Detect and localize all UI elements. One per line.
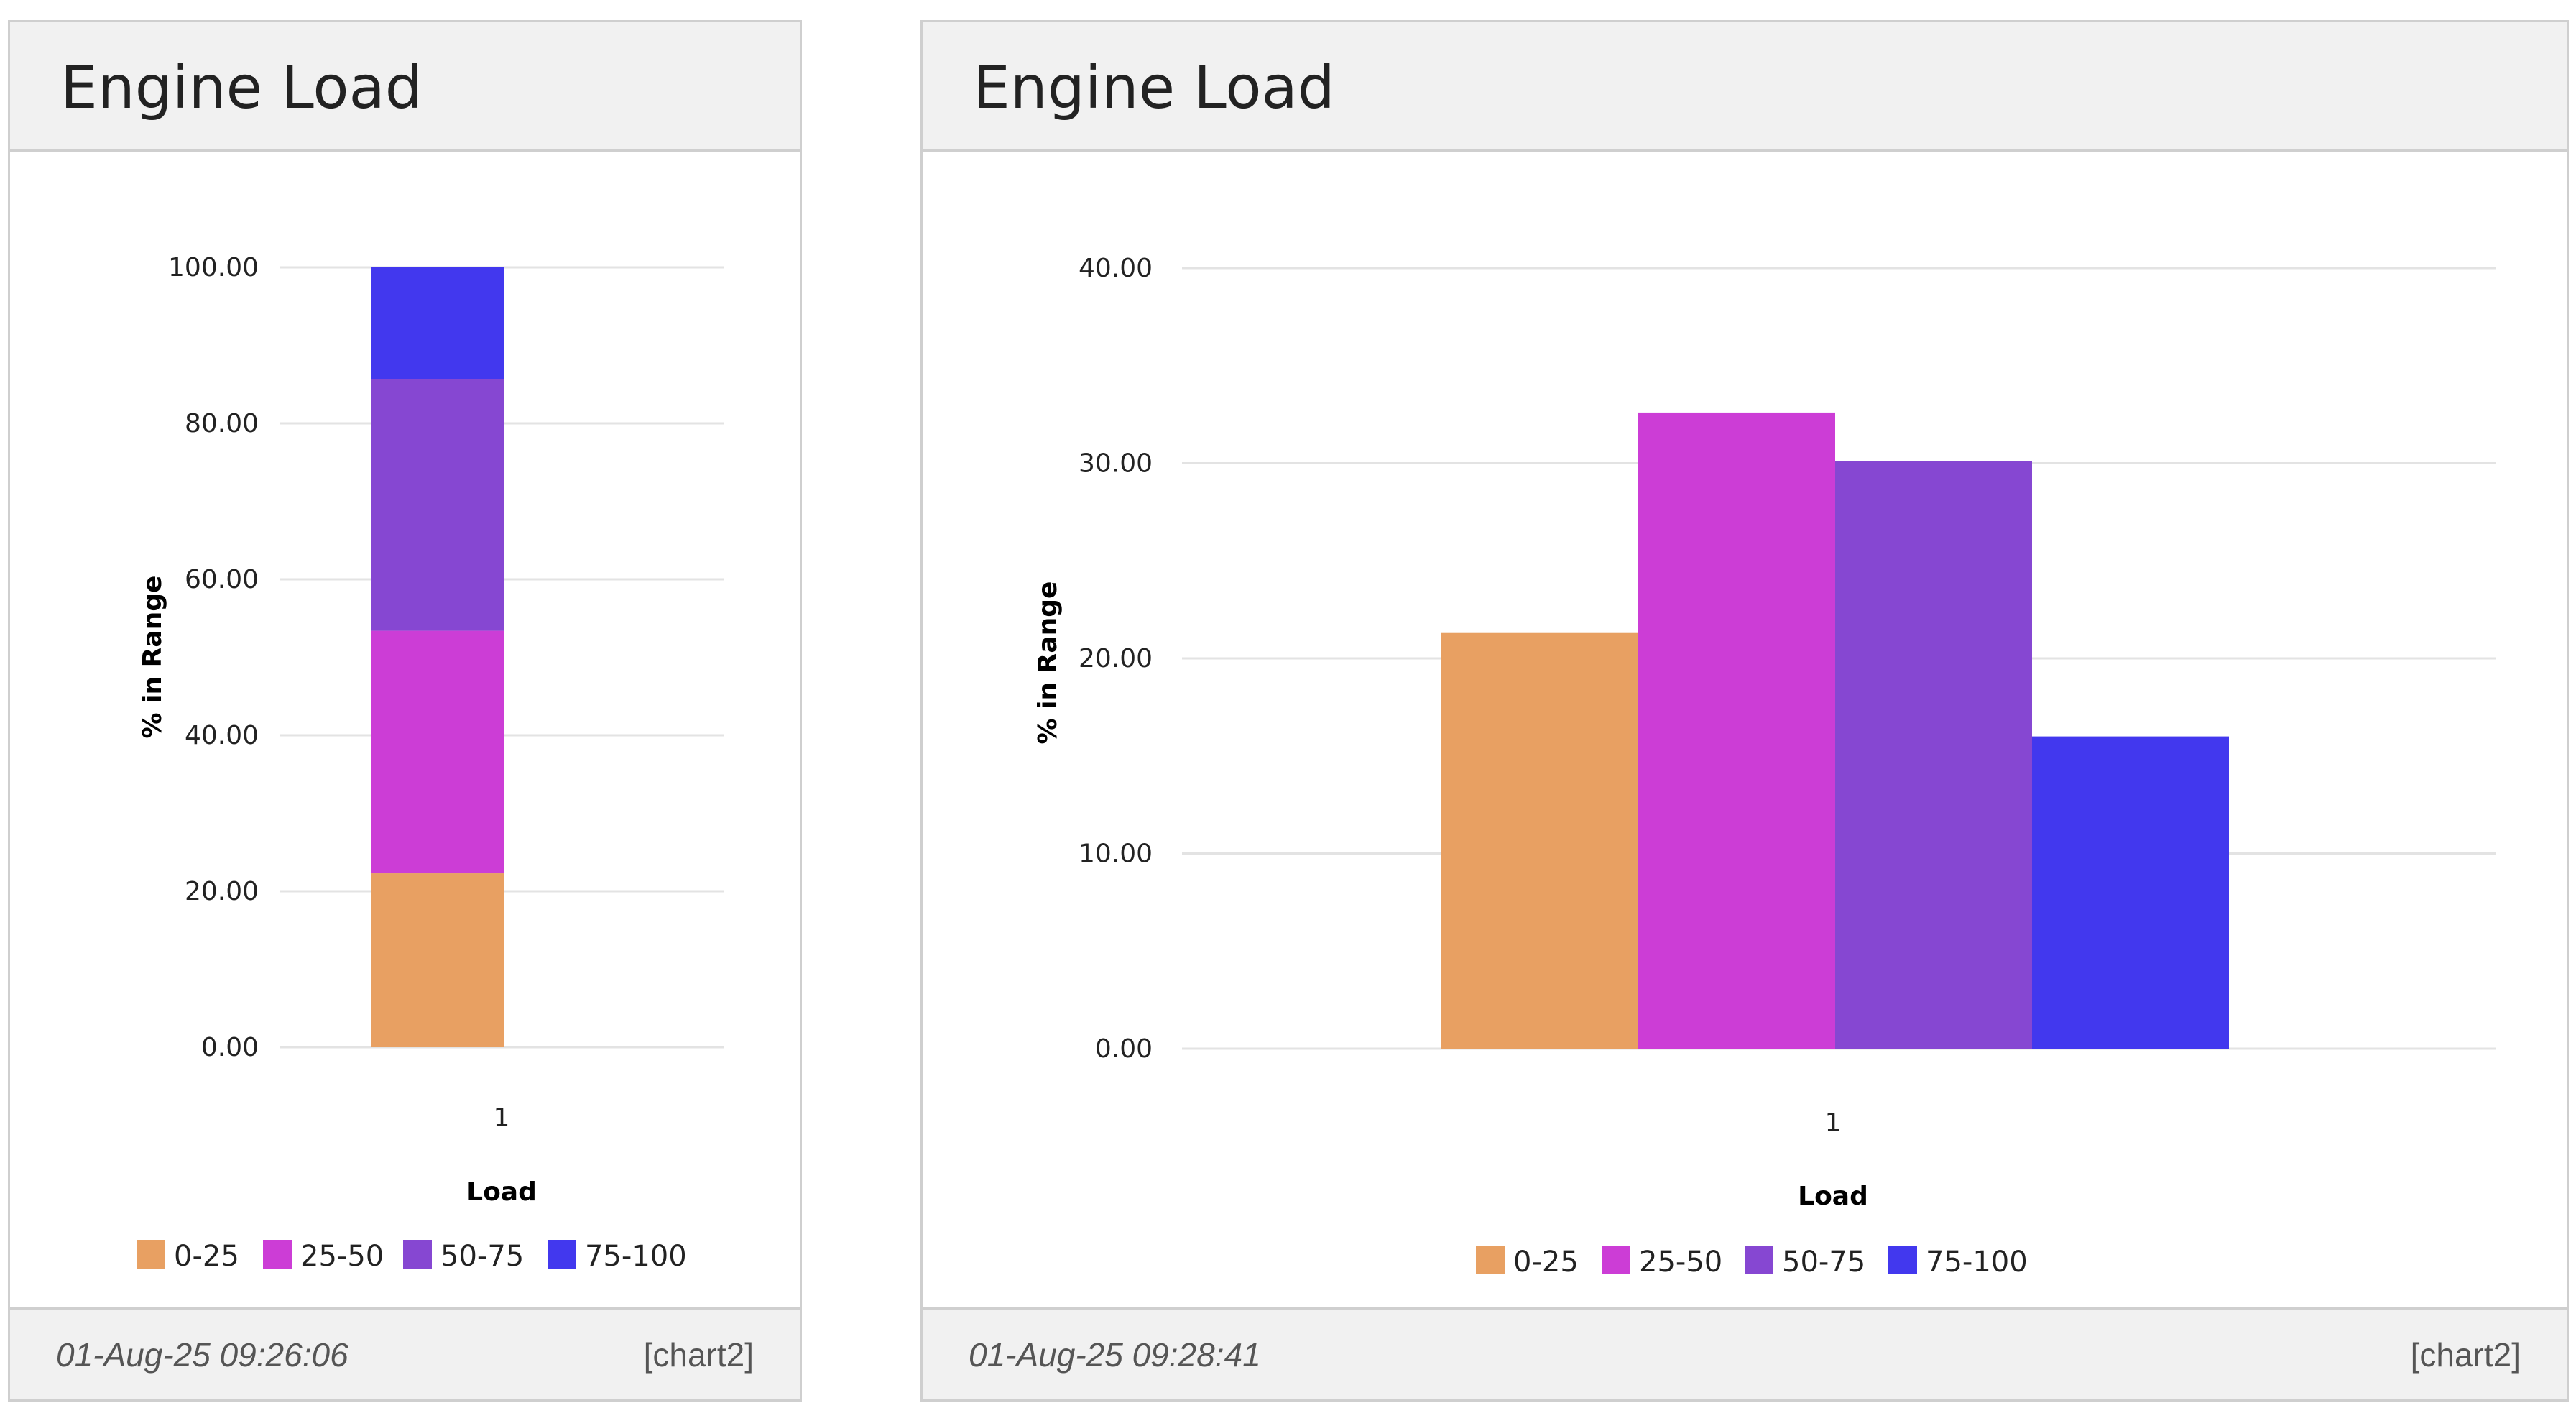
- panel-footer: 01-Aug-25 09:28:41 [chart2]: [923, 1307, 2567, 1399]
- x-tick-label: 1: [494, 1103, 510, 1133]
- legend-swatch-75-100: [548, 1240, 576, 1269]
- bar-25-50: [371, 630, 504, 874]
- footer-timestamp: 01-Aug-25 09:26:06: [56, 1336, 348, 1374]
- legend-label-25-50: 25-50: [300, 1240, 384, 1273]
- stacked-bar-chart: 0.00 20.00 40.00 60.00 80.00 100.00 1 Load % in …: [137, 253, 724, 1273]
- y-tick-label: 30.00: [1079, 449, 1153, 479]
- legend-swatch-25-50: [1602, 1246, 1630, 1274]
- legend-label-0-25: 0-25: [174, 1240, 239, 1273]
- y-tick-label: 0.00: [201, 1033, 259, 1062]
- legend-swatch-50-75: [1745, 1246, 1773, 1274]
- bar-25-50: [1638, 412, 1835, 1049]
- footer-chart-ref[interactable]: [chart2]: [2410, 1336, 2521, 1374]
- bar-0-25: [371, 873, 504, 1047]
- y-tick-label: 60.00: [185, 565, 259, 594]
- chart-panel-grouped: Engine Load 0.00 10.00 20.00 30.00 40.00 1 Loa…: [920, 20, 2569, 1402]
- bar-50-75: [1835, 461, 2032, 1049]
- legend-label-25-50: 25-50: [1639, 1246, 1722, 1279]
- legend-swatch-0-25: [1476, 1246, 1505, 1274]
- legend-label-50-75: 50-75: [440, 1240, 524, 1273]
- x-axis-title: Load: [466, 1177, 537, 1207]
- grouped-bar-chart: 0.00 10.00 20.00 30.00 40.00 1 Load % in Range 0…: [1033, 254, 2496, 1279]
- panel-header: Engine Load: [923, 22, 2567, 152]
- y-tick-label: 20.00: [1079, 644, 1153, 673]
- y-tick-label: 40.00: [1079, 254, 1153, 283]
- legend-swatch-0-25: [137, 1240, 165, 1269]
- footer-chart-ref[interactable]: [chart2]: [643, 1336, 754, 1374]
- legend-swatch-75-100: [1888, 1246, 1917, 1274]
- legend-swatch-25-50: [263, 1240, 292, 1269]
- y-tick-label: 80.00: [185, 409, 259, 438]
- panel-footer: 01-Aug-25 09:26:06 [chart2]: [10, 1307, 800, 1399]
- y-tick-label: 100.00: [168, 253, 259, 282]
- legend-label-75-100: 75-100: [1926, 1246, 2028, 1279]
- legend-label-50-75: 50-75: [1782, 1246, 1865, 1279]
- panel-title: Engine Load: [973, 54, 1335, 122]
- panel-title: Engine Load: [60, 54, 423, 122]
- bar-75-100: [371, 267, 504, 379]
- bar-0-25: [1441, 632, 1638, 1049]
- y-axis-title: % in Range: [1033, 581, 1063, 745]
- footer-timestamp: 01-Aug-25 09:28:41: [969, 1336, 1261, 1374]
- y-tick-label: 0.00: [1095, 1034, 1153, 1064]
- panel-header: Engine Load: [10, 22, 800, 152]
- bar-50-75: [371, 379, 504, 631]
- legend-label-75-100: 75-100: [585, 1240, 687, 1273]
- y-tick-label: 10.00: [1079, 839, 1153, 869]
- y-axis-title: % in Range: [138, 576, 167, 739]
- x-tick-label: 1: [1825, 1108, 1842, 1138]
- legend-label-0-25: 0-25: [1513, 1246, 1579, 1279]
- chart-panel-stacked: Engine Load 0.00 20.00 40.00 60.00 80.00 100.…: [8, 20, 802, 1402]
- legend-swatch-50-75: [403, 1240, 432, 1269]
- x-axis-title: Load: [1798, 1182, 1868, 1211]
- bar-75-100: [2032, 736, 2229, 1049]
- y-tick-label: 40.00: [185, 721, 259, 750]
- y-tick-label: 20.00: [185, 877, 259, 906]
